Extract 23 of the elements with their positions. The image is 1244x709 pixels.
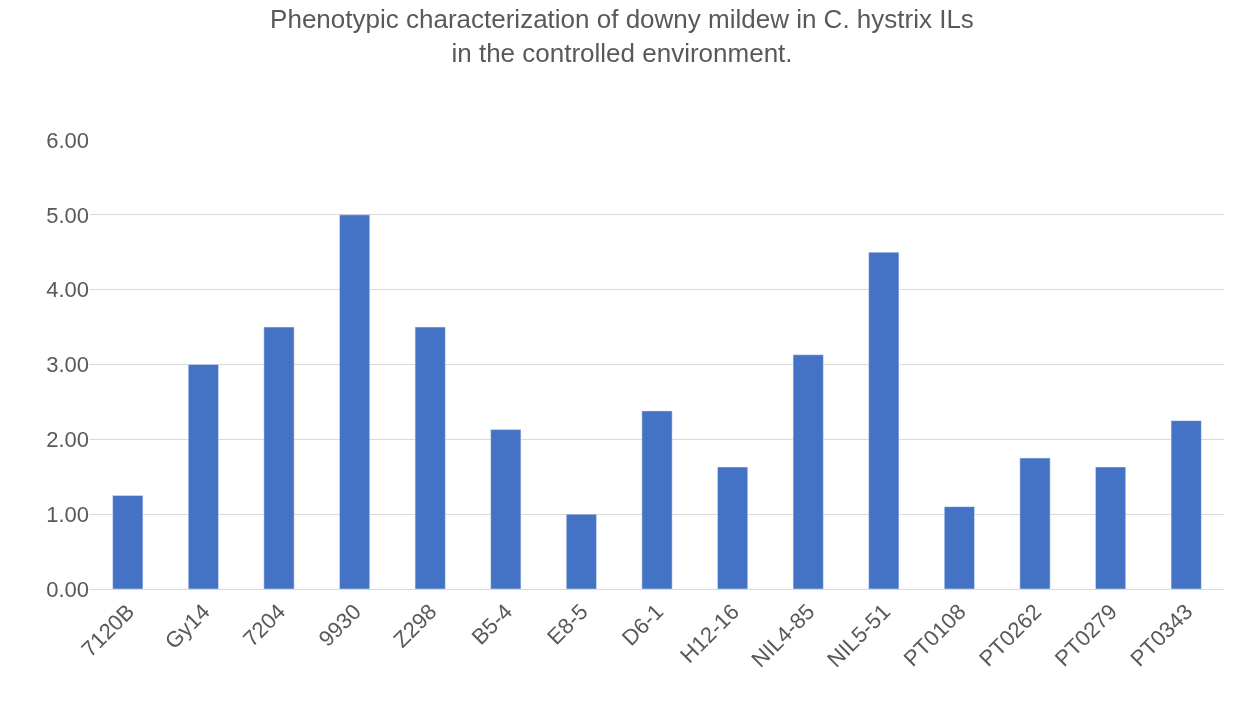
y-tick-label: 4.00 bbox=[46, 277, 89, 303]
bar bbox=[717, 466, 748, 589]
bar bbox=[1019, 457, 1051, 589]
bar bbox=[414, 326, 446, 589]
bar bbox=[792, 354, 824, 589]
bar bbox=[263, 326, 295, 589]
bar bbox=[339, 214, 370, 589]
bar bbox=[490, 429, 522, 589]
y-tick-label: 0.00 bbox=[46, 576, 89, 602]
bar bbox=[868, 252, 900, 589]
bar bbox=[1170, 420, 1202, 589]
y-tick-label: 1.00 bbox=[46, 501, 89, 527]
bar bbox=[944, 506, 975, 589]
bar bbox=[641, 410, 673, 589]
y-tick-label: 3.00 bbox=[46, 352, 89, 378]
y-tick-label: 6.00 bbox=[46, 127, 89, 153]
bar bbox=[188, 364, 219, 589]
y-tick-label: 5.00 bbox=[46, 202, 89, 228]
bar bbox=[566, 513, 597, 589]
bar bbox=[112, 495, 144, 589]
bar bbox=[1095, 466, 1126, 589]
y-tick-label: 2.00 bbox=[46, 427, 89, 453]
chart-title: Phenotypic characterization of downy mildew in C. hystrix ILs in the controlled environment. bbox=[270, 4, 974, 69]
